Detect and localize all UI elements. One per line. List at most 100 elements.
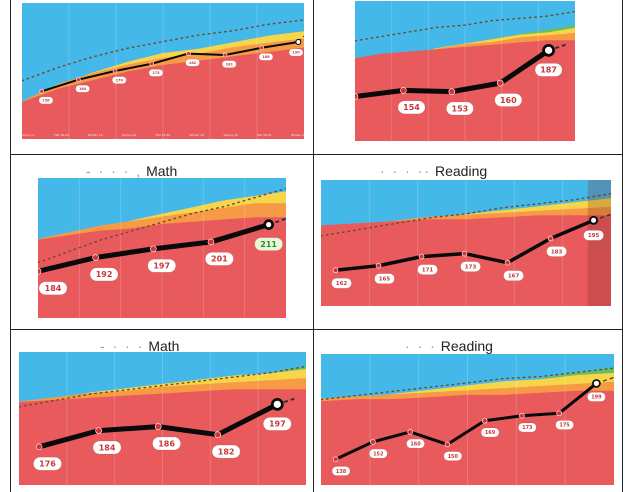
data-label: 181 [226, 62, 234, 66]
data-label: 199 [591, 395, 602, 401]
data-label-pill [460, 261, 481, 272]
data-point [207, 238, 215, 246]
chart-1: 156 164 170 175 182 181 186 190 Spring 17 Fall 18… [22, 3, 304, 139]
data-label: 211 [260, 240, 277, 249]
data-point [95, 427, 102, 434]
x-tick-label: Spring 17 [22, 133, 35, 137]
chart-5: 176 184 186 182 197 [19, 352, 306, 485]
data-label-pill [397, 100, 426, 115]
data-label-pill [331, 277, 352, 289]
data-label: 173 [465, 265, 477, 271]
data-point [39, 89, 45, 94]
data-label-pill [546, 246, 567, 257]
title-text: Reading [434, 163, 488, 179]
data-label-pill [494, 93, 523, 107]
data-label: 153 [452, 104, 469, 113]
title-text: Reading [440, 338, 493, 354]
chart-3: 184 192 197 201 211 [38, 178, 286, 318]
data-label: 186 [158, 439, 175, 448]
data-label: 171 [422, 268, 434, 274]
data-label-pill [417, 264, 438, 275]
data-label-pill [211, 444, 241, 459]
data-label-pill [263, 417, 292, 431]
chart-2: 154 153 160 187 [355, 1, 575, 141]
x-tick-label: Winter 21 [291, 133, 304, 137]
x-tick-label: Winter 19 [88, 133, 103, 137]
data-label: 197 [153, 262, 170, 271]
data-point [259, 45, 264, 51]
x-tick-label: Spring 20 [223, 133, 238, 137]
data-label-pill [92, 440, 122, 455]
title-prefix: - · · · , [86, 163, 143, 179]
data-label-pill [480, 427, 500, 438]
projection-dotted-line [321, 367, 614, 401]
data-point-last [295, 38, 302, 46]
data-point [35, 443, 43, 451]
data-label-pill [446, 101, 474, 116]
data-label: 170 [116, 78, 124, 82]
data-label: 175 [559, 423, 570, 429]
data-label: 182 [189, 61, 197, 65]
data-label: 184 [99, 443, 116, 452]
data-point [332, 267, 339, 274]
data-label-pill [147, 259, 176, 273]
data-point-last [542, 43, 555, 57]
data-point [332, 456, 339, 463]
data-label-pill [374, 273, 395, 284]
data-label: 169 [485, 430, 496, 436]
data-point [92, 254, 99, 261]
chart-6: 138 152 160 150 169 173 175 199 [321, 354, 614, 485]
data-label: 176 [39, 460, 56, 469]
data-point [355, 93, 359, 100]
data-point [481, 417, 488, 424]
data-label-pill [38, 281, 68, 296]
data-label-pill [406, 438, 425, 449]
data-label-pill [148, 69, 164, 77]
data-label: 152 [373, 451, 384, 457]
data-label-pill [254, 237, 283, 251]
data-label: 190 [292, 51, 300, 55]
grid-line [10, 329, 623, 330]
data-point [38, 268, 42, 275]
title-prefix: - · · · [100, 338, 145, 354]
data-label: 138 [336, 469, 347, 475]
data-label-pill [185, 58, 200, 67]
data-label-pill [112, 76, 127, 84]
projection-dotted-line [19, 365, 306, 408]
data-label: 197 [269, 420, 286, 429]
data-point [222, 52, 228, 58]
data-point-last [589, 215, 599, 225]
data-point [407, 429, 413, 435]
data-label: 192 [96, 270, 113, 279]
data-point [400, 87, 407, 94]
data-label: 184 [45, 284, 62, 293]
data-point-last [592, 379, 601, 388]
title-prefix: · · · ·· [380, 163, 431, 179]
data-label-pill [221, 60, 237, 68]
data-point [556, 410, 562, 417]
data-label: 156 [42, 99, 50, 103]
data-label: 165 [379, 277, 391, 283]
data-label: 195 [588, 233, 600, 239]
data-point [444, 441, 451, 448]
grid-line [10, 0, 11, 492]
x-tick-label: Fall 19-20 [156, 133, 171, 137]
data-point [150, 245, 157, 253]
chart-title-4: · · · ·· Reading [380, 163, 487, 179]
data-point [76, 77, 81, 83]
data-label-pill [288, 48, 304, 57]
title-prefix: · · · [405, 338, 437, 354]
data-point-last [263, 219, 275, 231]
data-point [154, 423, 162, 430]
chart-title-5: - · · · Math [100, 338, 179, 354]
highlight-column [587, 180, 611, 306]
x-tick-label: Winter 20 [190, 133, 205, 137]
data-point [448, 88, 456, 95]
data-label-pill [587, 392, 606, 402]
data-label-pill [518, 422, 537, 433]
data-label: 175 [152, 71, 160, 75]
data-point [375, 262, 382, 269]
data-label: 183 [551, 249, 563, 255]
x-tick-label: Spring 19 [122, 133, 137, 137]
